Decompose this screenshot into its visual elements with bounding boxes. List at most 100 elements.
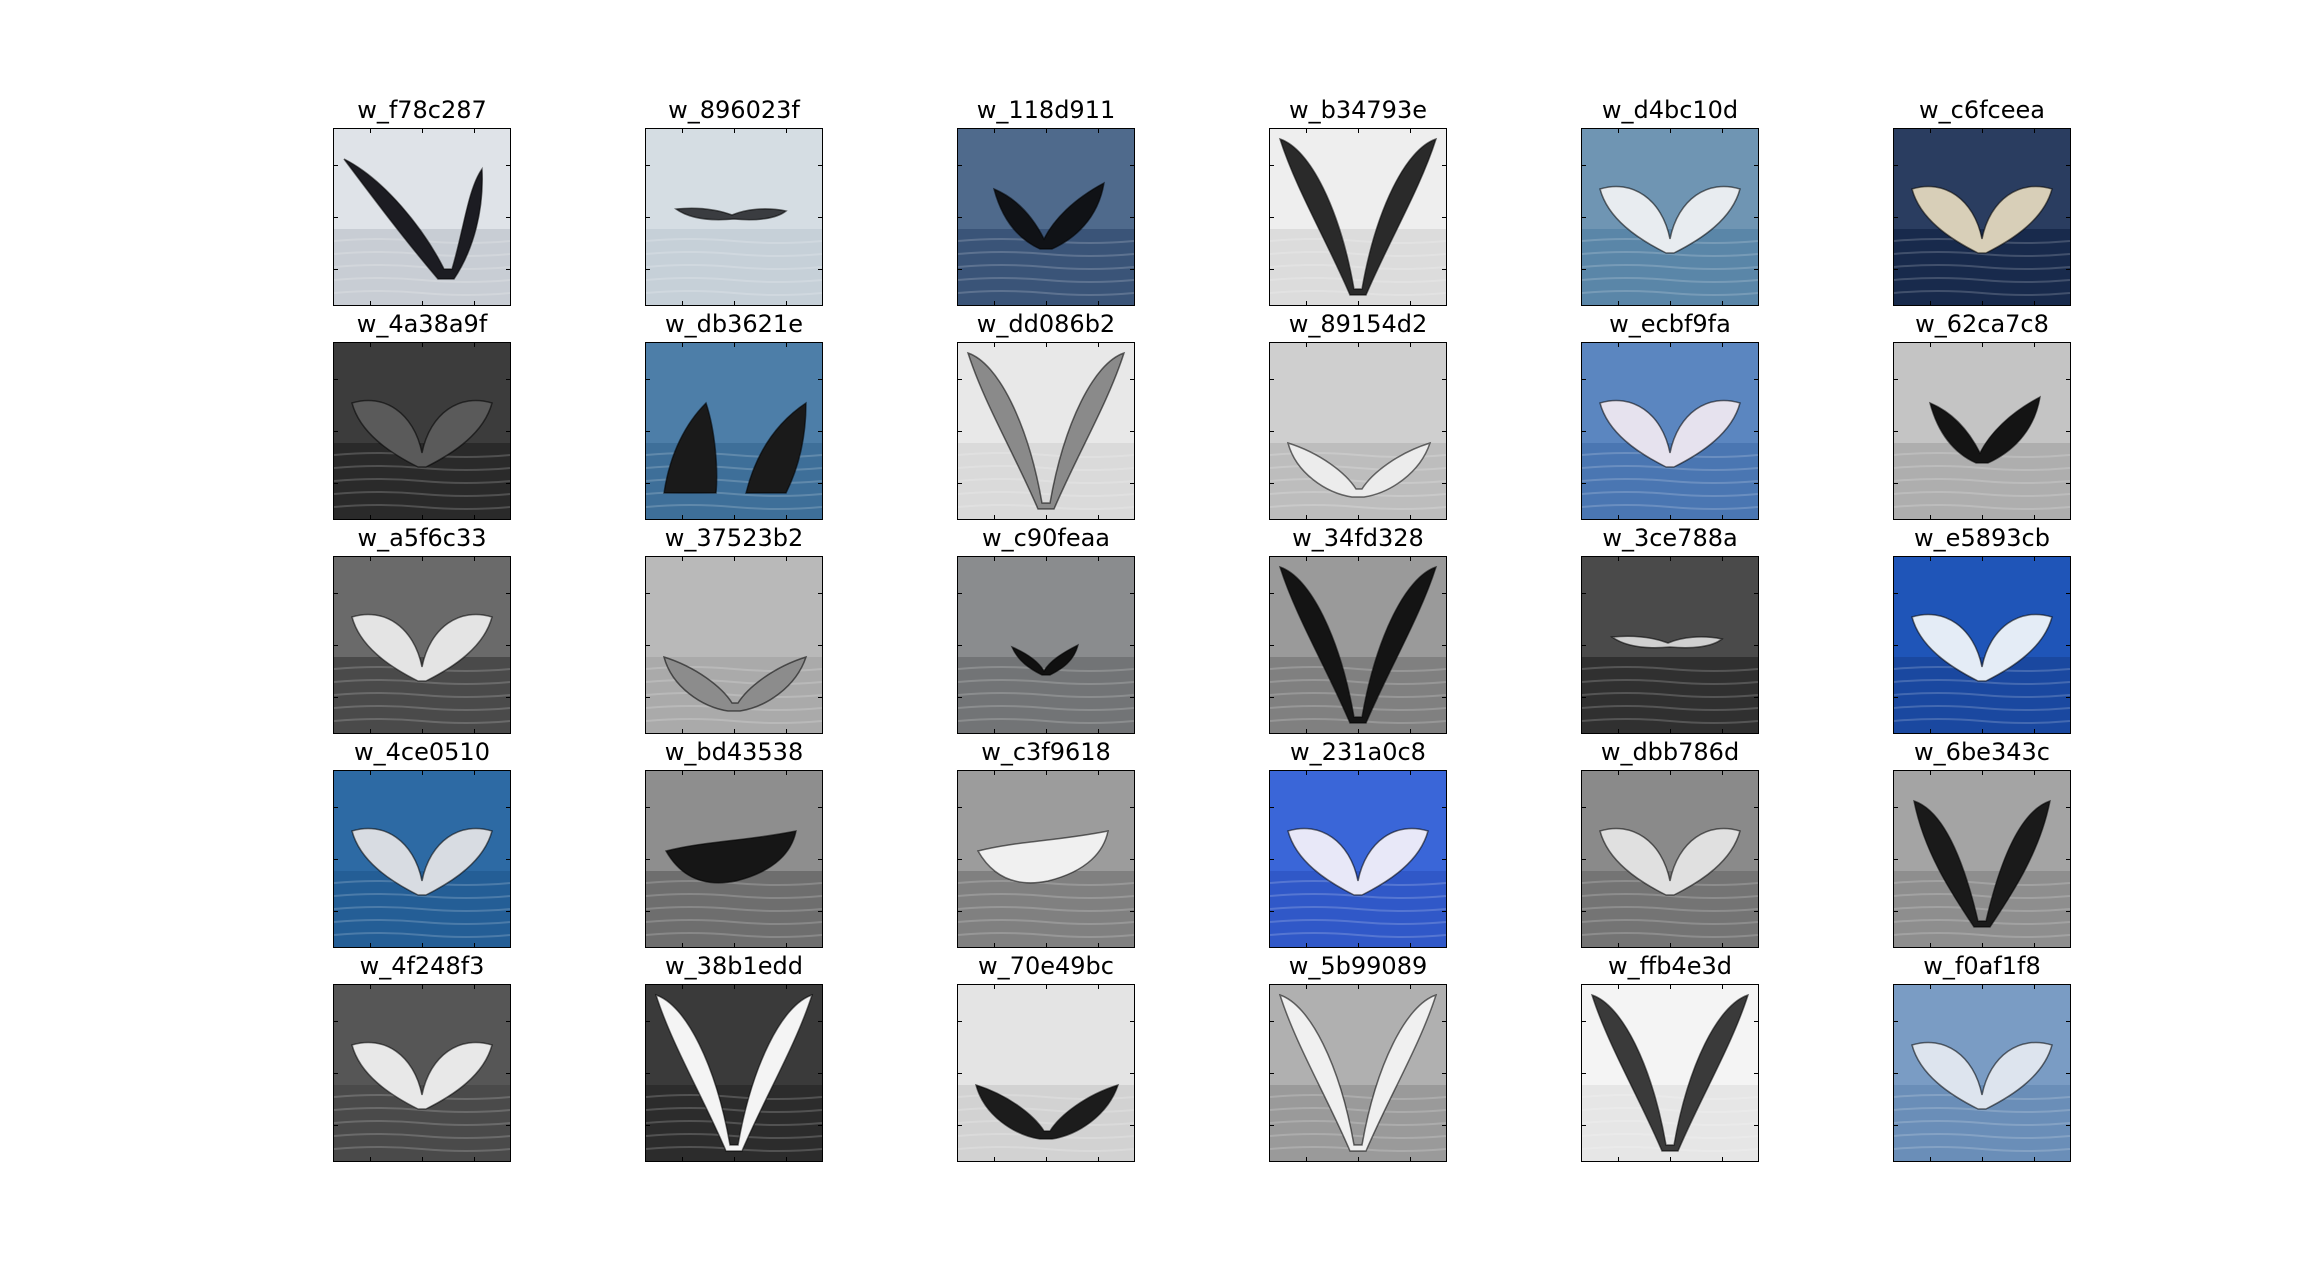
whale-fluke-picture [646, 771, 822, 947]
axis-tick [1410, 771, 1411, 775]
axis-tick [474, 943, 475, 947]
axis-tick [1046, 1157, 1047, 1161]
axis-tick [818, 859, 822, 860]
axis-tick [646, 1021, 650, 1022]
axis-tick [994, 943, 995, 947]
axis-tick [1046, 557, 1047, 561]
axis-tick [506, 1021, 510, 1022]
wave-streak [646, 906, 822, 912]
wave-streak [1894, 906, 2070, 912]
thumbnail-label: w_4ce0510 [354, 738, 490, 766]
axis-tick [734, 557, 735, 561]
wave-streak [1894, 1107, 2070, 1113]
axis-tick [1894, 911, 1898, 912]
axis-tick [1722, 557, 1723, 561]
wave-streak [958, 893, 1134, 899]
whale-fluke [1286, 441, 1432, 498]
whale-fluke-image [957, 984, 1135, 1162]
thumbnail-label: w_34fd328 [1292, 524, 1424, 552]
wave-streak [646, 251, 822, 257]
whale-fluke-image [1893, 128, 2071, 306]
axis-tick [1270, 269, 1274, 270]
wave-streak [1582, 718, 1758, 724]
axis-tick [1098, 343, 1099, 347]
axis-tick [994, 129, 995, 133]
wave-streak [958, 452, 1134, 458]
axis-tick [2066, 483, 2070, 484]
axis-tick [1442, 859, 1446, 860]
axis-tick [646, 807, 650, 808]
axis-tick [474, 129, 475, 133]
axis-tick [1098, 515, 1099, 519]
axis-tick [786, 129, 787, 133]
axis-tick [1442, 911, 1446, 912]
wave-streak [646, 718, 822, 724]
axis-tick [474, 343, 475, 347]
wave-streak [646, 290, 822, 296]
wave-streak [1582, 478, 1758, 484]
wave-streak [1270, 251, 1446, 257]
axis-tick [958, 1125, 962, 1126]
axis-tick [1358, 557, 1359, 561]
thumbnail-label: w_4a38a9f [356, 310, 488, 338]
whale-fluke [1609, 635, 1724, 649]
axis-tick [1670, 771, 1671, 775]
thumbnail-label: w_70e49bc [978, 952, 1114, 980]
axis-tick [1894, 483, 1898, 484]
thumbnail-label: w_bd43538 [664, 738, 804, 766]
whale-fluke-image [1269, 770, 1447, 948]
whale-fluke [1278, 993, 1438, 1152]
axis-tick [506, 1073, 510, 1074]
axis-tick [958, 431, 962, 432]
wave-streak [334, 906, 510, 912]
axis-tick [1930, 771, 1931, 775]
whale-fluke-image [1893, 770, 2071, 948]
whale-fluke-picture [1894, 129, 2070, 305]
axis-tick [682, 985, 683, 989]
axis-tick [1722, 729, 1723, 733]
axis-tick [1754, 859, 1758, 860]
wave-streak [334, 932, 510, 938]
axis-tick [1306, 943, 1307, 947]
whale-fluke-picture [334, 343, 510, 519]
axis-tick [1130, 1021, 1134, 1022]
axis-tick [370, 343, 371, 347]
axis-tick [506, 859, 510, 860]
axis-tick [646, 217, 650, 218]
wave-streak [1894, 1120, 2070, 1126]
whale-fluke [1287, 827, 1429, 896]
axis-tick [734, 943, 735, 947]
whale-fluke [1590, 993, 1750, 1152]
whale-fluke-image [957, 342, 1135, 520]
whale-fluke-picture [334, 557, 510, 733]
axis-tick [1410, 1157, 1411, 1161]
wave-streak [1582, 504, 1758, 510]
wave-streak [1894, 251, 2070, 257]
axis-tick [1670, 985, 1671, 989]
axis-tick [1582, 431, 1586, 432]
whale-fluke [351, 399, 493, 468]
axis-tick [786, 729, 787, 733]
axis-tick [2066, 217, 2070, 218]
axis-tick [958, 911, 962, 912]
axis-tick [646, 1125, 650, 1126]
wave-streak [646, 679, 822, 685]
axis-tick [1306, 1157, 1307, 1161]
wave-streak [334, 1146, 510, 1152]
thumbnail-label: w_231a0c8 [1290, 738, 1426, 766]
wave-streak [958, 277, 1134, 283]
whale-fluke-image [333, 342, 511, 520]
wave-streak [1582, 666, 1758, 672]
axis-tick [1982, 729, 1983, 733]
whale-fluke-picture [1894, 343, 2070, 519]
axis-tick [1442, 379, 1446, 380]
wave-streak [1582, 906, 1758, 912]
whale-fluke-image [1581, 770, 1759, 948]
axis-tick [1098, 557, 1099, 561]
wave-streak [334, 290, 510, 296]
axis-tick [1098, 129, 1099, 133]
axis-tick [1582, 1021, 1586, 1022]
whale-fluke-image [1893, 984, 2071, 1162]
axis-tick [1982, 129, 1983, 133]
wave-streak [958, 705, 1134, 711]
